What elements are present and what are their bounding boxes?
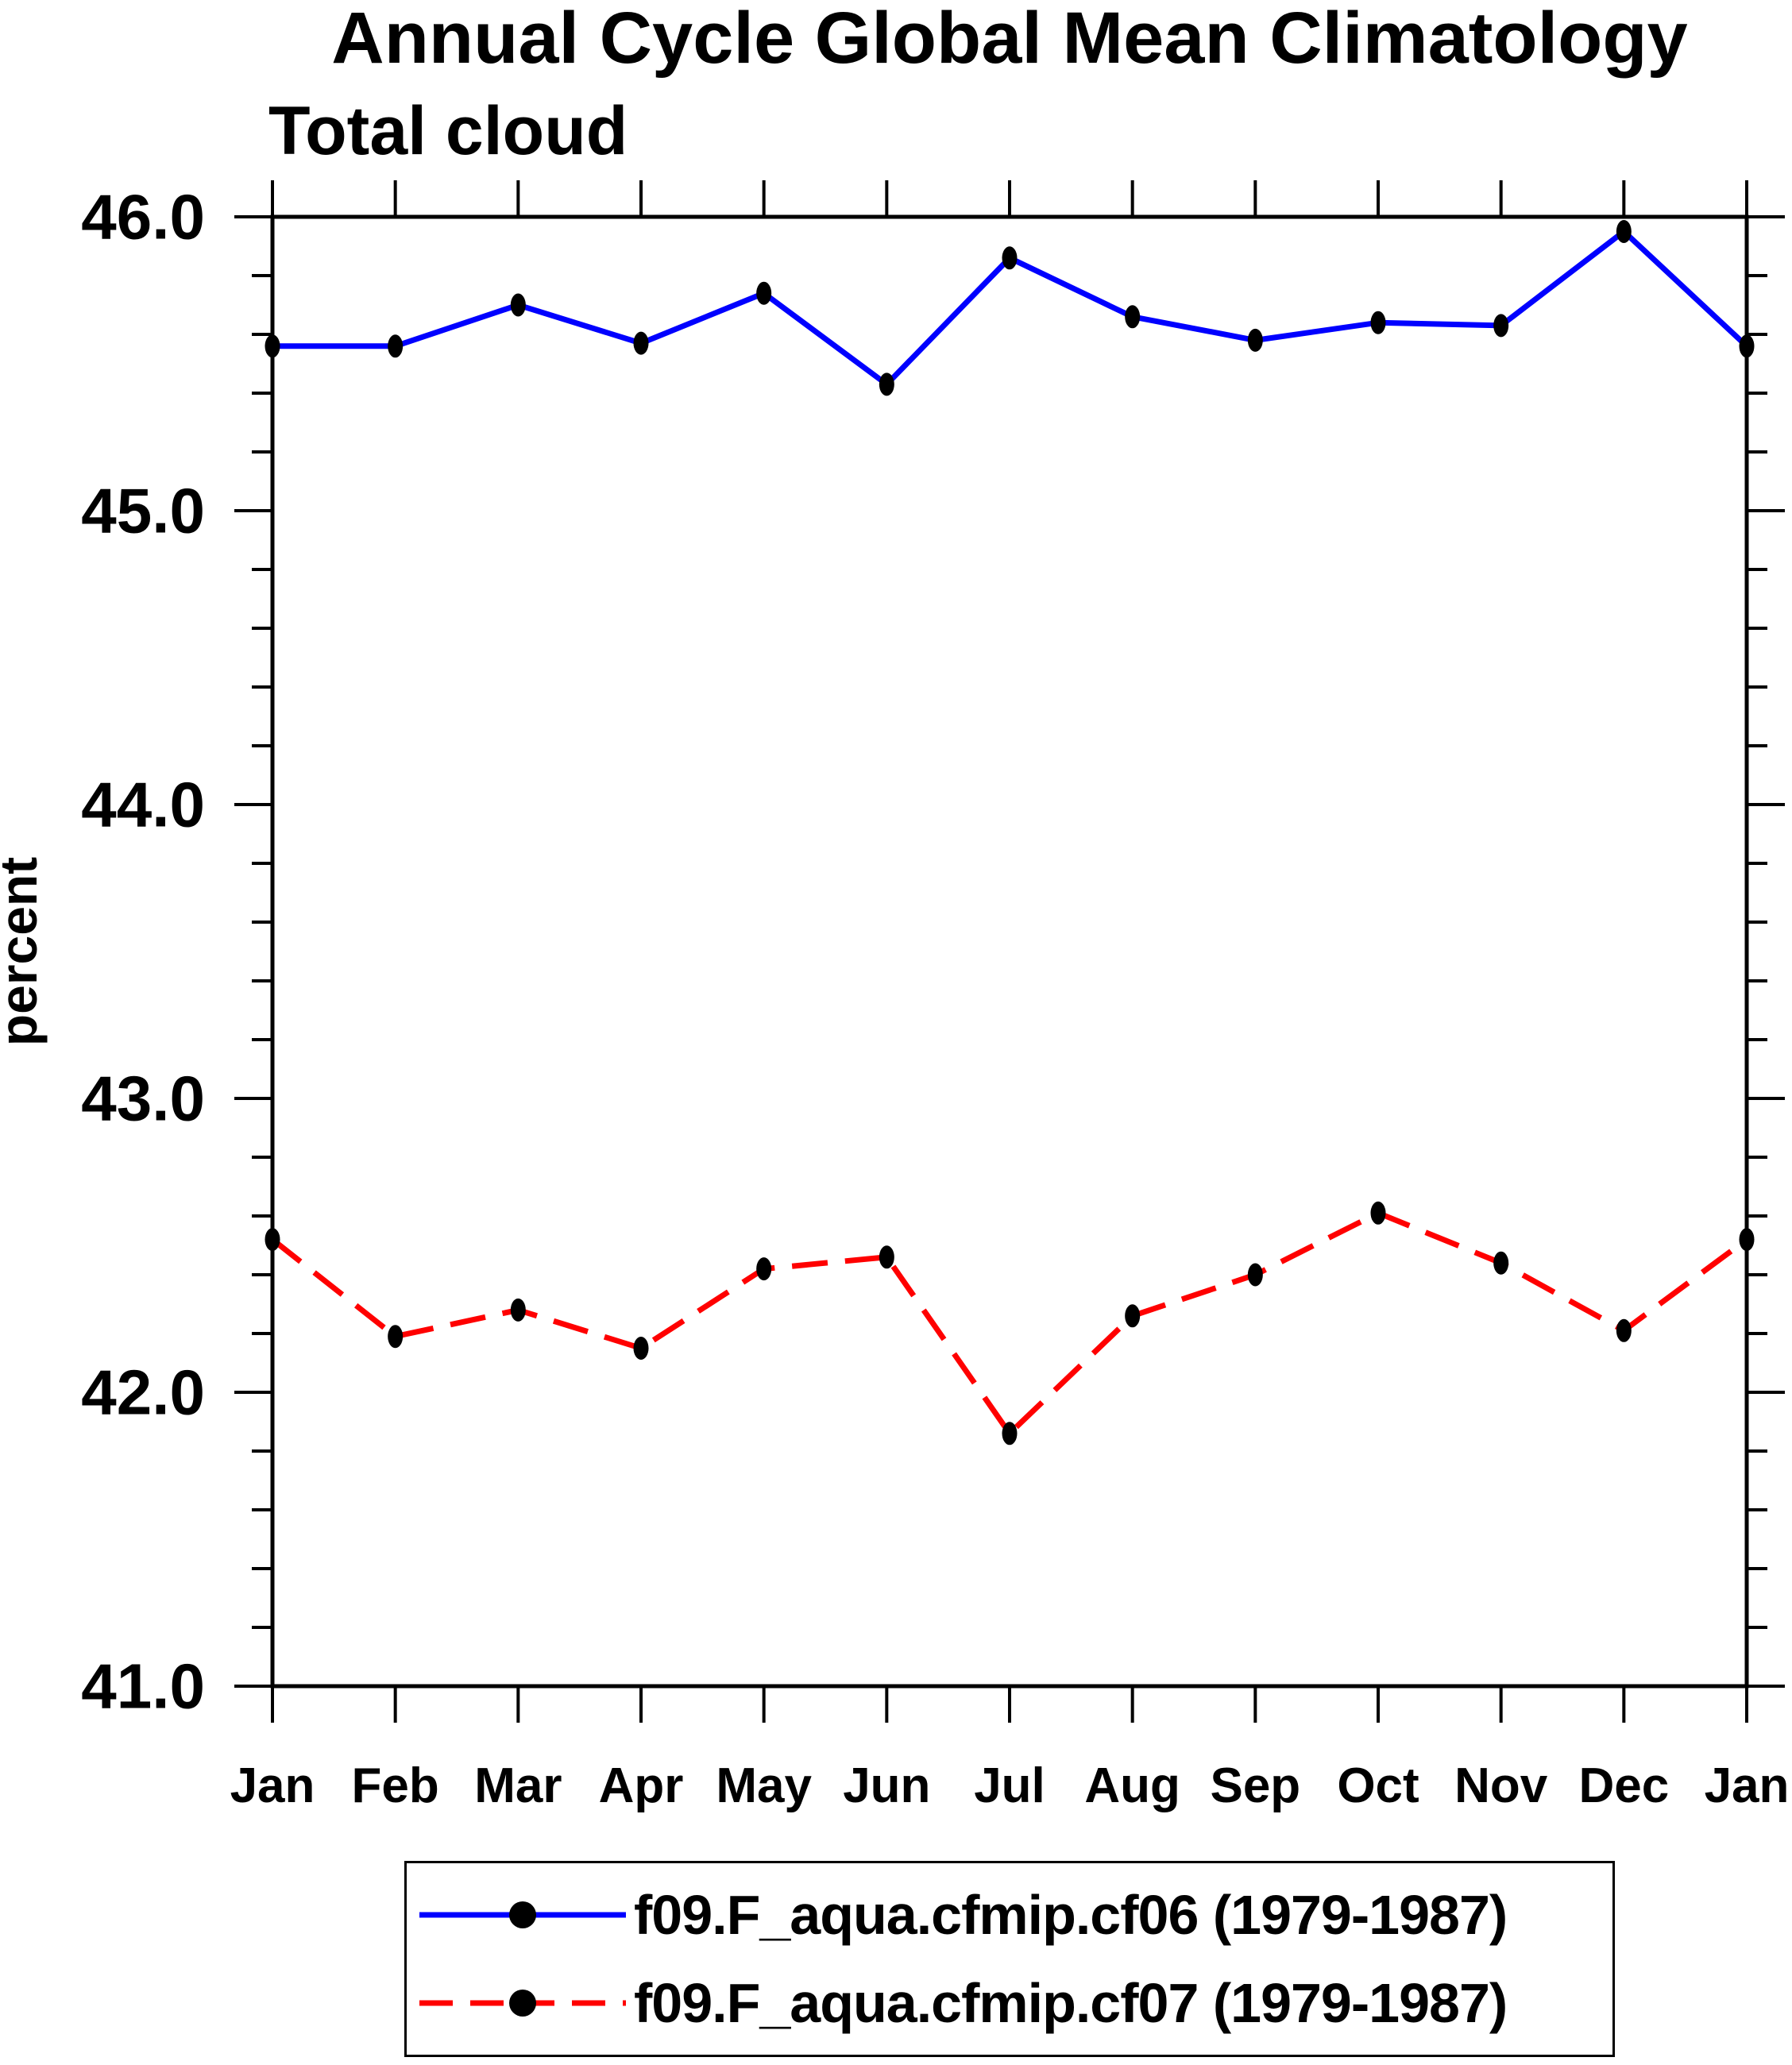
- data-marker-cf07: [1493, 1251, 1509, 1275]
- chart-title: Annual Cycle Global Mean Climatology: [331, 0, 1688, 79]
- data-marker-cf07: [388, 1325, 404, 1349]
- legend-line-dashed-icon: [419, 1989, 626, 2017]
- y-tick-label: 42.0: [81, 1357, 205, 1428]
- legend-line-solid-icon: [419, 1901, 626, 1929]
- chart-subtitle: Total cloud: [268, 93, 628, 169]
- x-tick-label: Oct: [1337, 1758, 1419, 1813]
- plot-frame: [270, 214, 1749, 1689]
- data-marker-cf06: [1493, 314, 1509, 338]
- y-axis-title: percent: [0, 857, 48, 1046]
- legend-label-cf06: f09.F_aqua.cfmip.cf06 (1979-1987): [634, 1884, 1508, 1947]
- data-marker-cf07: [756, 1257, 772, 1281]
- data-marker-cf06: [879, 372, 894, 396]
- data-marker-cf07: [510, 1298, 526, 1322]
- legend-item-cf07: f09.F_aqua.cfmip.cf07 (1979-1987): [407, 1967, 1612, 2039]
- x-tick-label: Jun: [843, 1758, 930, 1813]
- data-marker-cf06: [510, 293, 526, 317]
- y-tick-label: 45.0: [81, 476, 205, 546]
- series-line-cf07: [270, 1210, 1749, 1438]
- legend-item-cf06: f09.F_aqua.cfmip.cf06 (1979-1987): [407, 1879, 1612, 1951]
- data-marker-cf06: [1125, 305, 1141, 329]
- data-marker-cf07: [1247, 1263, 1263, 1287]
- data-marker-cf07: [1125, 1304, 1141, 1328]
- x-tick-label: Aug: [1084, 1758, 1180, 1813]
- x-tick-label: Feb: [352, 1758, 439, 1813]
- y-tick-label: 41.0: [81, 1651, 205, 1722]
- data-marker-cf07: [1370, 1201, 1386, 1225]
- data-marker-cf06: [1739, 334, 1755, 358]
- data-marker-cf07: [1616, 1318, 1632, 1342]
- x-tick-label: Dec: [1578, 1758, 1669, 1813]
- data-marker-cf07: [633, 1337, 649, 1360]
- y-tick-label: 46.0: [81, 182, 205, 253]
- data-marker-cf06: [756, 281, 772, 305]
- data-marker-cf06: [1370, 311, 1386, 334]
- x-tick-label: Mar: [474, 1758, 562, 1813]
- data-marker-cf07: [1002, 1422, 1018, 1446]
- x-tick-label: Nov: [1454, 1758, 1548, 1813]
- data-marker-cf06: [1002, 246, 1018, 270]
- x-tick-label: Jan: [230, 1758, 315, 1813]
- x-tick-label: Sep: [1210, 1758, 1300, 1813]
- x-tick-label: Apr: [599, 1758, 684, 1813]
- y-tick-label: 43.0: [81, 1063, 205, 1134]
- x-tick-label: Jul: [974, 1758, 1045, 1813]
- data-marker-cf07: [1739, 1228, 1755, 1252]
- data-marker-cf06: [633, 331, 649, 355]
- x-tick-label: May: [716, 1758, 812, 1813]
- y-tick-label: 44.0: [81, 770, 205, 840]
- data-marker-cf06: [1247, 328, 1263, 352]
- data-marker-cf07: [879, 1245, 894, 1269]
- data-marker-cf06: [388, 334, 404, 358]
- x-tick-label: Jan: [1705, 1758, 1790, 1813]
- data-marker-cf06: [265, 334, 280, 358]
- legend-label-cf07: f09.F_aqua.cfmip.cf07 (1979-1987): [634, 1971, 1508, 2034]
- data-marker-cf07: [265, 1228, 280, 1252]
- legend: f09.F_aqua.cfmip.cf06 (1979-1987) f09.F_…: [404, 1861, 1615, 2057]
- data-marker-cf06: [1616, 220, 1632, 243]
